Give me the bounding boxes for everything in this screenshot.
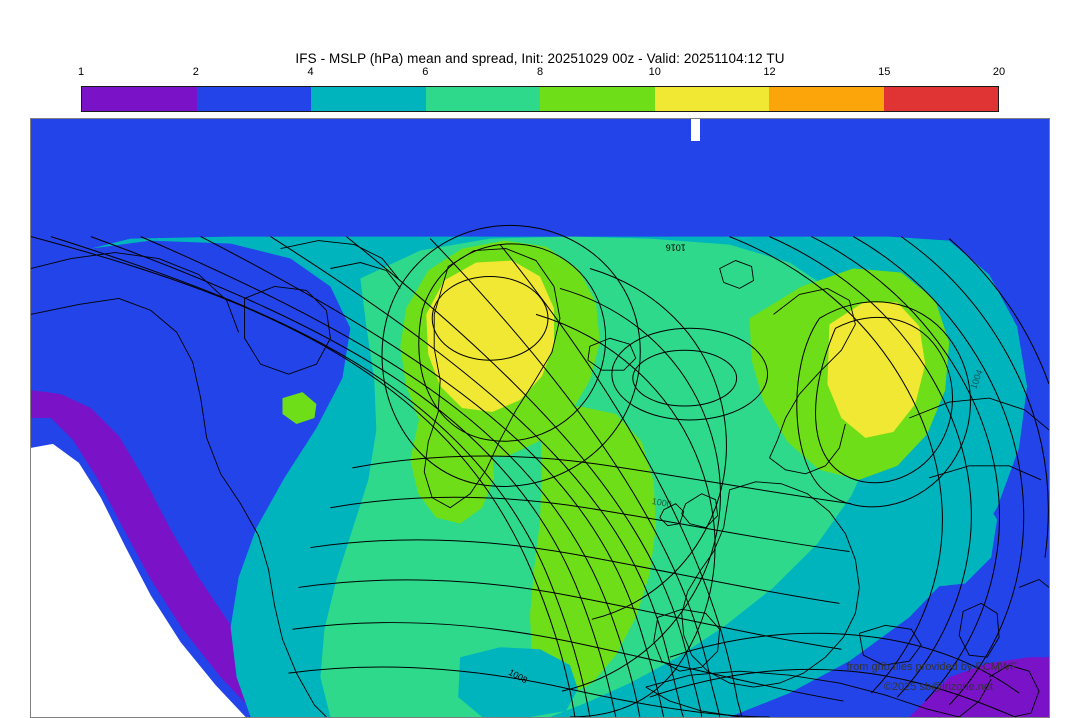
colorbar-tick-10: 10 bbox=[648, 66, 661, 78]
isobar-line bbox=[90, 236, 617, 717]
coastline bbox=[929, 465, 1042, 481]
colorbar-tick-2: 2 bbox=[192, 66, 199, 78]
colorbar-tick-12: 12 bbox=[763, 66, 776, 78]
colorbar-tick-15: 15 bbox=[878, 66, 891, 78]
page-title: IFS - MSLP (hPa) mean and spread, Init: … bbox=[295, 51, 785, 66]
coastline bbox=[958, 678, 992, 717]
isobar-line bbox=[292, 622, 844, 702]
colorbar-band-12-15 bbox=[769, 87, 884, 111]
isobar-closed-contour bbox=[632, 349, 738, 407]
coastline bbox=[330, 262, 401, 289]
isobar-line bbox=[310, 539, 840, 604]
fill-band-4-6-mid-atlantic-patch bbox=[458, 647, 578, 717]
fill-band-10-12-greenland-core bbox=[426, 260, 554, 413]
fill-band-4-6-northeast-atlantic bbox=[885, 479, 998, 588]
isobar-line bbox=[901, 236, 1049, 558]
isobar-line bbox=[31, 236, 576, 717]
map-fill-layer bbox=[31, 119, 1049, 717]
isobar-line bbox=[418, 243, 607, 442]
fill-band-below-1-north-america bbox=[31, 443, 246, 717]
colorbar-band-10-12 bbox=[654, 87, 769, 111]
colorbar-band-6-8 bbox=[425, 87, 540, 111]
isobar-line bbox=[796, 301, 971, 508]
coastline bbox=[681, 481, 860, 688]
coastline bbox=[645, 686, 740, 717]
coastline bbox=[244, 285, 331, 375]
coastline bbox=[653, 608, 721, 672]
isobar-line bbox=[140, 236, 641, 717]
isobar-line bbox=[270, 236, 685, 717]
isobar-line bbox=[429, 238, 721, 717]
isobar-line bbox=[298, 579, 842, 650]
colorbar-tick-1: 1 bbox=[77, 66, 85, 78]
coastline bbox=[988, 664, 1040, 717]
isobar-line bbox=[649, 668, 1016, 717]
isobar-line bbox=[535, 313, 716, 717]
coastline bbox=[280, 240, 399, 279]
isobar-line bbox=[948, 238, 1049, 385]
isobar-line bbox=[811, 236, 1000, 702]
coastline bbox=[587, 337, 637, 371]
coastline bbox=[858, 624, 922, 666]
isobar-line bbox=[559, 287, 721, 692]
isobar-line bbox=[381, 224, 641, 487]
colorbar-tick-4: 4 bbox=[307, 66, 314, 78]
colorbar-tick-8: 8 bbox=[536, 66, 544, 78]
coastline bbox=[1018, 578, 1049, 588]
coastline bbox=[423, 248, 561, 509]
colorbar-tick-20: 20 bbox=[992, 66, 1006, 78]
map-panel[interactable]: 1016 1008 1000 1004 from grib files prov… bbox=[30, 118, 1050, 718]
coastline bbox=[958, 602, 1000, 658]
isobar-line bbox=[330, 496, 850, 553]
fill-band-8-10-small-west bbox=[282, 392, 317, 424]
isobar-closed-contour bbox=[611, 327, 769, 421]
colorbar-band-2-4 bbox=[196, 87, 311, 111]
colorbar-pointer-notch bbox=[691, 119, 700, 141]
coastline bbox=[31, 252, 240, 333]
isobar-line bbox=[499, 244, 743, 717]
coastline bbox=[31, 297, 327, 717]
coastline bbox=[909, 397, 1049, 431]
isobar-line bbox=[815, 317, 954, 484]
contour-label: 1000 bbox=[651, 496, 672, 509]
isobar-line bbox=[589, 268, 727, 620]
colorbar: 1 2 4 6 8 10 12 15 20 bbox=[77, 66, 1005, 112]
coastline bbox=[681, 493, 719, 529]
colorbar-band-4-6 bbox=[311, 87, 426, 111]
fill-band-10-12-barents-core bbox=[827, 302, 926, 438]
isobar-line bbox=[50, 236, 591, 717]
colorbar-band-8-10 bbox=[540, 87, 655, 111]
isobar-line bbox=[769, 236, 972, 698]
coastline bbox=[659, 503, 685, 527]
isobar-line bbox=[346, 236, 703, 717]
fill-band-1-2-east-asia bbox=[909, 657, 1049, 717]
spread-contour-map[interactable]: 1016 1008 1000 1004 bbox=[31, 119, 1049, 717]
contour-label: 1016 bbox=[666, 243, 686, 253]
coastline bbox=[769, 287, 856, 459]
isobar-line bbox=[352, 455, 852, 505]
colorbar-band-1-2 bbox=[82, 87, 197, 111]
colorbar-gradient[interactable] bbox=[81, 86, 999, 112]
isobar-contours bbox=[31, 224, 1049, 717]
isobar-line bbox=[200, 236, 665, 717]
colorbar-tick-6: 6 bbox=[422, 66, 429, 78]
colorbar-band-15-20 bbox=[883, 87, 998, 111]
colorbar-tick-labels: 1 2 4 6 8 10 12 15 20 bbox=[77, 66, 1005, 82]
coastline bbox=[645, 670, 960, 717]
coastline bbox=[769, 423, 846, 475]
coastline-layer bbox=[31, 240, 1049, 717]
isobar-line bbox=[669, 632, 1020, 694]
isobar-line bbox=[729, 236, 943, 694]
isobar-line bbox=[853, 236, 1025, 706]
coastline bbox=[719, 260, 755, 289]
